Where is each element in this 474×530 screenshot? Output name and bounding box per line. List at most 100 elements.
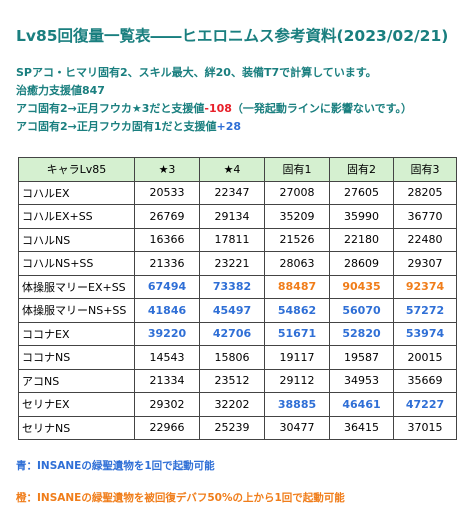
note-text: -108 — [204, 102, 232, 115]
value-cell: 29302 — [134, 392, 200, 417]
note-text: アコ固有2→正月フウカ★3だと支援値 — [16, 102, 205, 115]
value-cell: 90435 — [329, 274, 394, 299]
header-cell: 固有1 — [264, 157, 330, 182]
value-cell: 23221 — [199, 251, 265, 276]
row-label: コハルNS — [18, 227, 135, 252]
value-cell: 20533 — [134, 180, 200, 205]
table-row: アコNS 21334 23512 29112 34953 35669 — [18, 368, 457, 393]
value-cell: 22480 — [393, 227, 457, 252]
header-cell: ★3 — [134, 157, 200, 182]
header-cell: キャラLv85 — [18, 157, 135, 182]
table-row: 体操服マリーNS+SS 41846 45497 54862 56070 57272 — [18, 298, 457, 323]
note-line: 治癒力支援値847 — [16, 82, 105, 98]
value-cell: 36770 — [393, 204, 457, 229]
value-cell: 38885 — [264, 392, 330, 417]
row-label: ココナEX — [18, 321, 135, 346]
value-cell: 45497 — [199, 298, 265, 323]
value-cell: 28063 — [264, 251, 330, 276]
value-cell: 22966 — [134, 415, 200, 440]
value-cell: 26769 — [134, 204, 200, 229]
header-cell: 固有3 — [393, 157, 457, 182]
table-row: コハルEX 20533 22347 27008 27605 28205 — [18, 180, 457, 205]
header-cell: ★4 — [199, 157, 265, 182]
table-row: セリナEX 29302 32202 38885 46461 47227 — [18, 392, 457, 417]
value-cell: 32202 — [199, 392, 265, 417]
row-label: ココナNS — [18, 345, 135, 370]
value-cell: 30477 — [264, 415, 330, 440]
value-cell: 29307 — [393, 251, 457, 276]
value-cell: 17811 — [199, 227, 265, 252]
value-cell: 54862 — [264, 298, 330, 323]
table-body: コハルEX 20533 22347 27008 27605 28205 コハルEX+SS 26… — [18, 180, 457, 440]
value-cell: 36415 — [329, 415, 394, 440]
note-line: SPアコ・ヒマリ固有2、スキル最大、絆20、装備T7で計算しています。 — [16, 64, 377, 80]
value-cell: 21334 — [134, 368, 200, 393]
table-row: コハルNS 16366 17811 21526 22180 22480 — [18, 227, 457, 252]
value-cell: 51671 — [264, 321, 330, 346]
value-cell: 37015 — [393, 415, 457, 440]
value-cell: 16366 — [134, 227, 200, 252]
row-label: セリナEX — [18, 392, 135, 417]
value-cell: 73382 — [199, 274, 265, 299]
value-cell: 41846 — [134, 298, 200, 323]
table-row: コハルEX+SS 26769 29134 35209 35990 36770 — [18, 204, 457, 229]
value-cell: 22347 — [199, 180, 265, 205]
value-cell: 19587 — [329, 345, 394, 370]
value-cell: 19117 — [264, 345, 330, 370]
row-label: コハルNS+SS — [18, 251, 135, 276]
table-row: 体操服マリーEX+SS 67494 73382 88487 90435 92374 — [18, 274, 457, 299]
row-label: セリナNS — [18, 415, 135, 440]
table-row: ココナNS 14543 15806 19117 19587 20015 — [18, 345, 457, 370]
value-cell: 52820 — [329, 321, 394, 346]
value-cell: 29134 — [199, 204, 265, 229]
value-cell: 57272 — [393, 298, 457, 323]
value-cell: 92374 — [393, 274, 457, 299]
row-label: コハルEX — [18, 180, 135, 205]
value-cell: 67494 — [134, 274, 200, 299]
value-cell: 34953 — [329, 368, 394, 393]
value-cell: 20015 — [393, 345, 457, 370]
note-text: SPアコ・ヒマリ固有2、スキル最大、絆20、装備T7で計算しています。 — [16, 66, 377, 79]
value-cell: 15806 — [199, 345, 265, 370]
value-cell: 28205 — [393, 180, 457, 205]
table-row: セリナNS 22966 25239 30477 36415 37015 — [18, 415, 457, 440]
value-cell: 21526 — [264, 227, 330, 252]
value-cell: 46461 — [329, 392, 394, 417]
title: Lv85回復量一覧表――ヒエロニムス参考資料(2023/02/21) — [16, 27, 449, 45]
value-cell: 25239 — [199, 415, 265, 440]
table-row: ココナEX 39220 42706 51671 52820 53974 — [18, 321, 457, 346]
value-cell: 35990 — [329, 204, 394, 229]
value-cell: 21336 — [134, 251, 200, 276]
value-cell: 28609 — [329, 251, 394, 276]
note-text: 治癒力支援値847 — [16, 84, 105, 97]
value-cell: 39220 — [134, 321, 200, 346]
note-line: アコ固有2→正月フウカ★3だと支援値-108（一発起動ラインに影響ないです。） — [16, 100, 412, 116]
footer-note: 青：INSANEの緑聖遺物を1回で起動可能 — [16, 460, 215, 472]
row-label: 体操服マリーNS+SS — [18, 298, 135, 323]
value-cell: 29112 — [264, 368, 330, 393]
note-line: アコ固有2→正月フウカ固有1だと支援値+28 — [16, 118, 241, 134]
note-text: +28 — [216, 120, 242, 133]
row-label: アコNS — [18, 368, 135, 393]
row-label: コハルEX+SS — [18, 204, 135, 229]
header-row: キャラLv85 ★3 ★4 固有1 固有2 固有3 — [18, 157, 457, 182]
value-cell: 56070 — [329, 298, 394, 323]
value-cell: 47227 — [393, 392, 457, 417]
table: キャラLv85 ★3 ★4 固有1 固有2 固有3 コハルEX 20533 22347 2700… — [18, 157, 457, 440]
header-cell: 固有2 — [329, 157, 394, 182]
value-cell: 27008 — [264, 180, 330, 205]
footer-note: 橙：INSANEの緑聖遺物を被回復デバフ50%の上から1回で起動可能 — [16, 492, 345, 504]
value-cell: 22180 — [329, 227, 394, 252]
value-cell: 14543 — [134, 345, 200, 370]
note-text: （一発起動ラインに影響ないです。） — [231, 102, 412, 115]
value-cell: 35669 — [393, 368, 457, 393]
note-text: アコ固有2→正月フウカ固有1だと支援値 — [16, 120, 217, 133]
value-cell: 35209 — [264, 204, 330, 229]
value-cell: 42706 — [199, 321, 265, 346]
value-cell: 27605 — [329, 180, 394, 205]
value-cell: 88487 — [264, 274, 330, 299]
row-label: 体操服マリーEX+SS — [18, 274, 135, 299]
value-cell: 53974 — [393, 321, 457, 346]
value-cell: 23512 — [199, 368, 265, 393]
